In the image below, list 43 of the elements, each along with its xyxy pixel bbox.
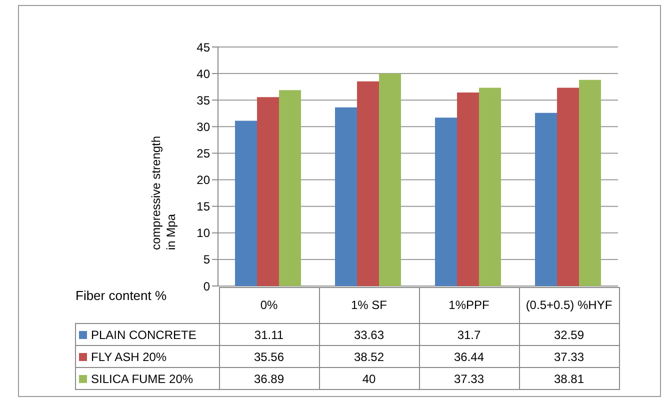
bar [379, 74, 401, 286]
y-tick-label: 30 [196, 120, 210, 134]
x-tick-label: 0% [219, 288, 319, 324]
bar [257, 97, 279, 286]
data-label: 38.52 [319, 346, 419, 368]
y-tick-label: 25 [196, 146, 210, 160]
x-tick-label: 1% SF [319, 288, 419, 324]
x-tick-label: (0.5+0.5) %HYF [519, 288, 619, 324]
bar [557, 88, 579, 286]
y-tick-label: 35 [196, 93, 210, 108]
data-label: 36.89 [219, 368, 319, 390]
bar [357, 81, 379, 286]
data-label: 32.59 [519, 324, 619, 346]
data-label: 40 [319, 368, 419, 390]
x-tick-label: 1%PPF [419, 288, 519, 324]
y-tick-label: 0 [203, 279, 210, 294]
legend-label: FLY ASH 20% [76, 346, 219, 368]
y-tick-label: 5 [203, 252, 210, 267]
bar [335, 107, 357, 286]
data-label: 33.63 [319, 324, 419, 346]
y-tick-label: 45 [196, 40, 210, 54]
y-axis-title: compressive strength in Mpa [149, 134, 179, 250]
data-label: 38.81 [519, 368, 619, 390]
data-label: 31.7 [419, 324, 519, 346]
legend-label: SILICA FUME 20% [76, 368, 219, 390]
y-tick-label: 20 [196, 173, 210, 188]
bar [579, 80, 601, 286]
bar [457, 92, 479, 286]
y-tick-label: 40 [196, 66, 210, 81]
data-label: 31.11 [219, 324, 319, 346]
bar [279, 90, 301, 286]
bar [435, 118, 457, 286]
legend-label: PLAIN CONCRETE [76, 324, 219, 346]
bar [479, 88, 501, 286]
data-label: 35.56 [219, 346, 319, 368]
y-tick-label: 15 [196, 200, 210, 214]
data-label: 37.33 [519, 346, 619, 368]
x-axis-title: Fiber content % [76, 288, 167, 302]
bar [535, 112, 557, 286]
data-label: 37.33 [419, 368, 519, 390]
bar [235, 120, 257, 286]
data-label: 36.44 [419, 346, 519, 368]
y-tick-label: 10 [196, 226, 210, 240]
